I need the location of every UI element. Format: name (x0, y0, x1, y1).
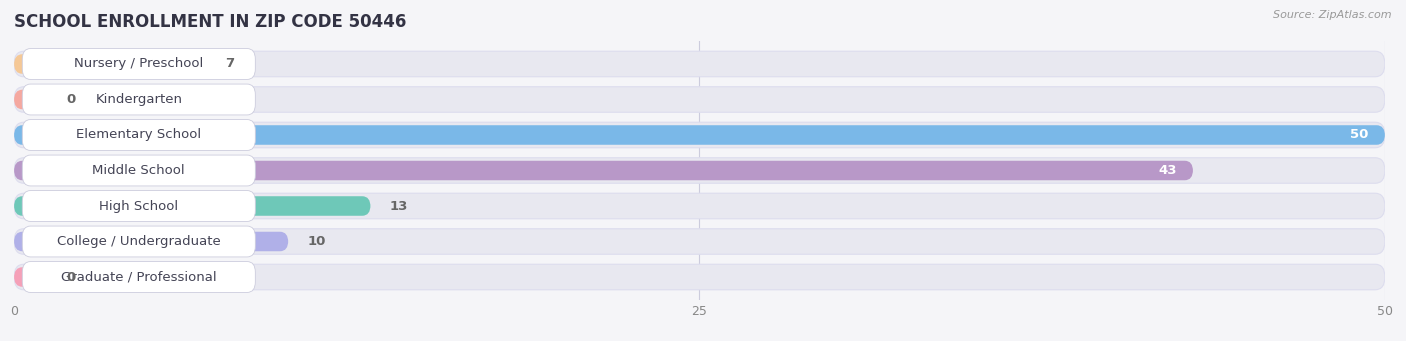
FancyBboxPatch shape (14, 158, 1385, 183)
FancyBboxPatch shape (14, 267, 46, 287)
FancyBboxPatch shape (14, 51, 1385, 77)
FancyBboxPatch shape (14, 54, 207, 74)
Text: Elementary School: Elementary School (76, 129, 201, 142)
FancyBboxPatch shape (22, 262, 256, 293)
FancyBboxPatch shape (14, 161, 1192, 180)
Text: Middle School: Middle School (93, 164, 186, 177)
FancyBboxPatch shape (14, 122, 1385, 148)
FancyBboxPatch shape (14, 87, 1385, 112)
Text: Nursery / Preschool: Nursery / Preschool (75, 58, 204, 71)
Text: 0: 0 (66, 93, 76, 106)
Text: 50: 50 (1350, 129, 1368, 142)
FancyBboxPatch shape (22, 48, 256, 79)
Text: Source: ZipAtlas.com: Source: ZipAtlas.com (1274, 10, 1392, 20)
FancyBboxPatch shape (22, 226, 256, 257)
Text: Kindergarten: Kindergarten (96, 93, 183, 106)
Text: 0: 0 (66, 270, 76, 283)
Text: 13: 13 (389, 199, 408, 212)
FancyBboxPatch shape (22, 191, 256, 221)
FancyBboxPatch shape (22, 84, 256, 115)
Text: College / Undergraduate: College / Undergraduate (56, 235, 221, 248)
FancyBboxPatch shape (14, 229, 1385, 254)
Text: High School: High School (100, 199, 179, 212)
FancyBboxPatch shape (14, 193, 1385, 219)
Text: 43: 43 (1159, 164, 1177, 177)
FancyBboxPatch shape (14, 90, 46, 109)
FancyBboxPatch shape (14, 196, 371, 216)
Text: 7: 7 (225, 58, 235, 71)
FancyBboxPatch shape (14, 125, 1385, 145)
Text: 10: 10 (308, 235, 326, 248)
FancyBboxPatch shape (14, 232, 288, 251)
FancyBboxPatch shape (14, 264, 1385, 290)
FancyBboxPatch shape (22, 155, 256, 186)
Text: Graduate / Professional: Graduate / Professional (60, 270, 217, 283)
Text: SCHOOL ENROLLMENT IN ZIP CODE 50446: SCHOOL ENROLLMENT IN ZIP CODE 50446 (14, 13, 406, 31)
FancyBboxPatch shape (22, 120, 256, 150)
